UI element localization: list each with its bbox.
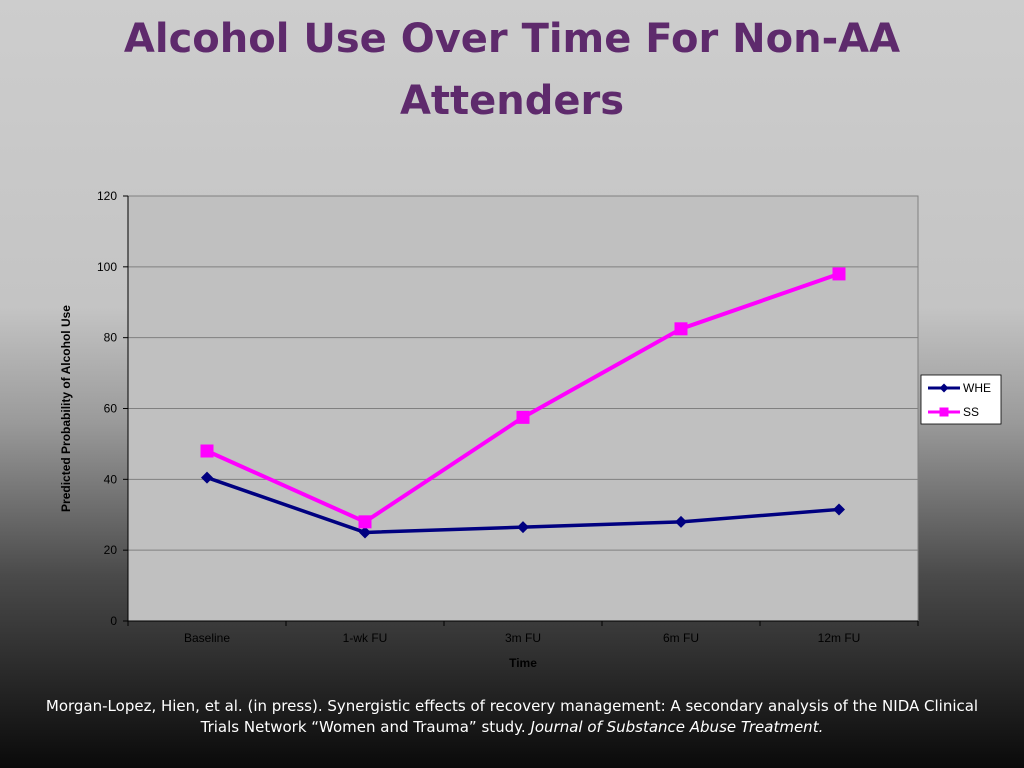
data-point: [517, 521, 529, 534]
series-layer: [200, 267, 846, 539]
x-tick-label: 12m FU: [818, 631, 861, 645]
gridlines: [128, 195, 918, 551]
slide-title: Alcohol Use Over Time For Non-AA Attende…: [0, 8, 1024, 132]
data-point: [675, 515, 687, 528]
data-point: [939, 407, 949, 417]
y-tick-label: 40: [104, 472, 118, 486]
axes: 0 20 40 60 80 100 120 Baseline 1-wk FU 3m FU 6m FU…: [59, 189, 919, 670]
y-axis-title: Predicted Probability of Alcohol Use: [59, 305, 73, 512]
y-tick-label: 20: [104, 543, 118, 557]
citation: Morgan-Lopez, Hien, et al. (in press). S…: [40, 696, 984, 738]
x-tick-label: 6m FU: [663, 631, 699, 645]
data-point: [674, 322, 688, 336]
y-tick-label: 100: [97, 260, 117, 274]
data-point: [359, 526, 371, 539]
data-point: [200, 444, 214, 458]
legend-box: [920, 374, 1002, 425]
data-point: [201, 471, 213, 484]
legend-label: WHE: [963, 381, 991, 395]
y-tick-label: 0: [110, 614, 117, 628]
citation-journal: Journal of Substance Abuse Treatment.: [530, 718, 824, 736]
data-point: [939, 383, 949, 393]
legend-label: SS: [963, 405, 979, 419]
x-tick-label: 3m FU: [505, 631, 541, 645]
x-axis-title: Time: [509, 656, 537, 670]
data-point: [832, 267, 846, 281]
data-point: [833, 503, 845, 516]
citation-text: Morgan-Lopez, Hien, et al. (in press). S…: [45, 697, 979, 736]
data-point: [358, 515, 372, 529]
legend: WHE SS: [920, 374, 1002, 425]
line-chart: 0 20 40 60 80 100 120 Baseline 1-wk FU 3m FU 6m FU…: [59, 189, 1002, 670]
y-tick-label: 120: [97, 189, 117, 203]
title-line-1: Alcohol Use Over Time For Non-AA: [123, 16, 901, 62]
x-tick-label: Baseline: [184, 631, 230, 645]
data-point: [516, 410, 530, 424]
y-tick-label: 80: [104, 331, 118, 345]
title-line-2: Attenders: [399, 78, 625, 124]
x-tick-label: 1-wk FU: [343, 631, 388, 645]
y-tick-label: 60: [104, 402, 118, 416]
